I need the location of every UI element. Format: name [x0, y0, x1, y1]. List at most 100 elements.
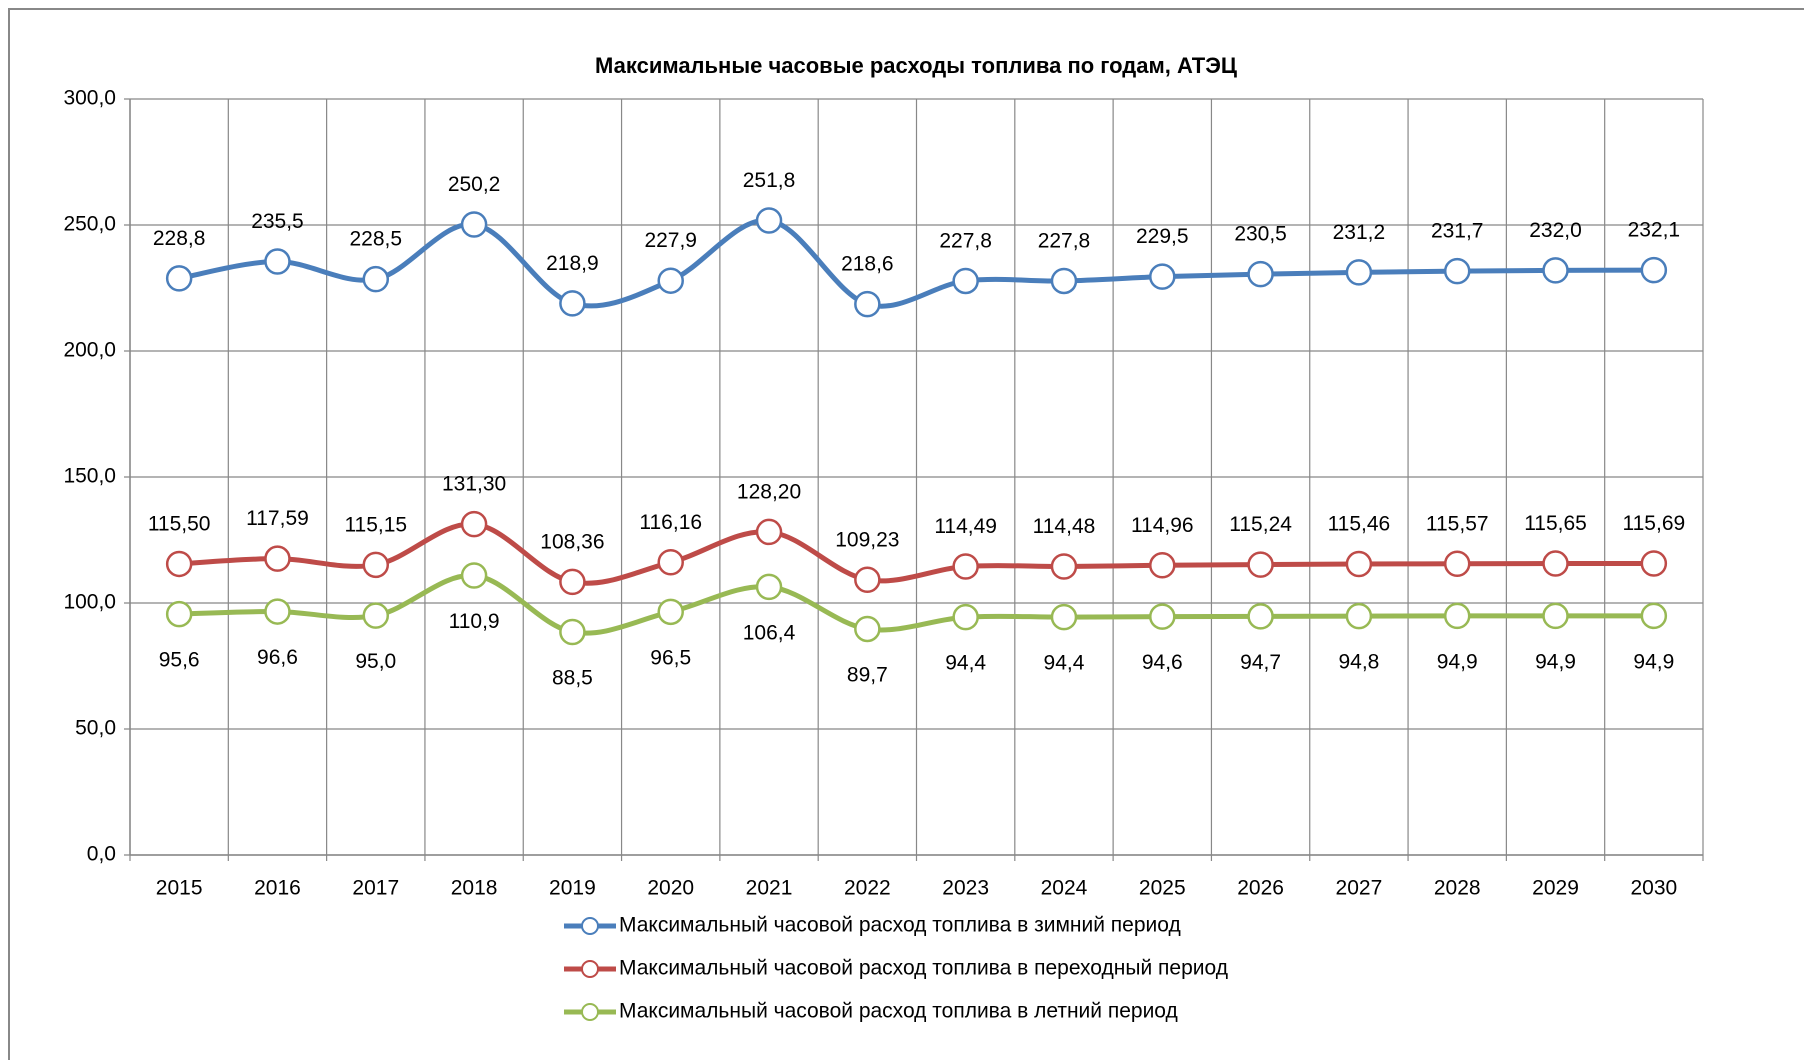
data-label: 228,8 — [153, 227, 206, 250]
marker — [1542, 257, 1569, 284]
data-label: 94,4 — [1044, 652, 1085, 675]
data-label: 231,7 — [1431, 220, 1484, 243]
legend-marker — [581, 1003, 599, 1021]
marker — [1247, 260, 1274, 288]
x-tick-label: 2021 — [746, 877, 793, 900]
marker — [1345, 259, 1373, 286]
marker — [1640, 256, 1668, 284]
data-label: 250,2 — [448, 173, 501, 196]
marker — [460, 211, 488, 238]
data-label: 114,48 — [1033, 515, 1096, 538]
marker — [657, 549, 684, 576]
x-tick-label: 2025 — [1139, 877, 1186, 900]
data-label: 251,8 — [743, 169, 796, 192]
marker — [264, 545, 291, 572]
marker — [755, 518, 783, 546]
data-label: 96,6 — [257, 646, 298, 669]
data-label: 114,49 — [934, 515, 997, 538]
data-label: 94,8 — [1338, 651, 1379, 674]
marker — [362, 265, 390, 293]
data-label: 235,5 — [251, 210, 304, 233]
y-tick-label: 100,0 — [63, 591, 116, 614]
chart-border — [8, 8, 1804, 1060]
marker — [1247, 551, 1274, 578]
marker — [1050, 267, 1078, 295]
x-tick-label: 2023 — [942, 877, 989, 900]
marker — [1247, 603, 1274, 630]
marker — [1443, 257, 1471, 285]
marker — [1345, 602, 1373, 630]
marker — [1443, 550, 1471, 578]
y-tick-label: 0,0 — [87, 843, 116, 866]
marker — [460, 562, 488, 589]
data-label: 218,6 — [841, 253, 894, 276]
marker — [460, 510, 488, 538]
y-tick-label: 300,0 — [63, 87, 116, 110]
data-label: 106,4 — [743, 621, 796, 644]
marker — [559, 290, 586, 317]
x-tick-label: 2030 — [1630, 877, 1677, 900]
marker — [1640, 550, 1668, 577]
marker — [264, 248, 291, 275]
data-label: 231,2 — [1333, 221, 1386, 244]
data-label: 96,5 — [650, 646, 691, 669]
marker — [1050, 553, 1078, 580]
data-label: 115,65 — [1524, 512, 1587, 535]
marker — [165, 550, 193, 578]
marker — [755, 207, 783, 234]
data-label: 95,6 — [159, 649, 200, 672]
data-label: 94,9 — [1535, 650, 1576, 673]
data-label: 115,57 — [1426, 512, 1489, 535]
data-label: 94,7 — [1240, 651, 1281, 674]
y-tick-label: 50,0 — [75, 717, 116, 740]
marker — [854, 290, 881, 318]
y-tick-label: 250,0 — [63, 213, 116, 236]
marker — [755, 573, 783, 601]
data-label: 227,9 — [644, 229, 697, 252]
marker — [952, 267, 979, 295]
legend-label: Максимальный часовой расход топлива в пе… — [619, 957, 1228, 980]
x-tick-label: 2028 — [1434, 877, 1481, 900]
marker — [559, 568, 586, 596]
data-label: 232,0 — [1529, 219, 1582, 242]
data-label: 110,9 — [449, 610, 500, 633]
x-tick-label: 2024 — [1041, 877, 1088, 900]
x-tick-label: 2029 — [1532, 877, 1579, 900]
data-label: 94,4 — [945, 652, 986, 675]
data-label: 94,9 — [1633, 650, 1674, 673]
marker — [559, 618, 586, 646]
series-line — [179, 573, 1654, 636]
data-label: 109,23 — [835, 528, 899, 551]
data-label: 227,8 — [1038, 229, 1091, 252]
data-label: 108,36 — [540, 530, 604, 553]
data-label: 228,5 — [350, 228, 403, 251]
marker — [1149, 263, 1176, 290]
x-tick-label: 2027 — [1336, 877, 1383, 900]
data-label: 115,15 — [344, 513, 407, 536]
data-label: 89,7 — [847, 664, 888, 687]
legend-marker — [581, 960, 599, 978]
marker — [952, 553, 979, 580]
data-label: 88,5 — [552, 667, 593, 690]
y-tick-label: 200,0 — [63, 339, 116, 362]
data-label: 95,0 — [355, 650, 396, 673]
marker — [1050, 603, 1078, 631]
marker — [1640, 602, 1668, 630]
marker — [362, 602, 390, 629]
data-label: 115,24 — [1229, 513, 1292, 536]
legend-label: Максимальный часовой расход топлива в зи… — [619, 914, 1181, 937]
data-label: 94,6 — [1142, 651, 1183, 674]
data-label: 115,50 — [148, 512, 211, 535]
marker — [362, 551, 390, 579]
y-tick-label: 150,0 — [63, 465, 116, 488]
data-label: 229,5 — [1136, 225, 1189, 248]
chart-title: Максимальные часовые расходы топлива по … — [595, 53, 1237, 78]
data-label: 218,9 — [546, 252, 599, 275]
marker — [854, 566, 881, 593]
data-label: 230,5 — [1234, 223, 1287, 246]
data-label: 116,16 — [639, 511, 702, 534]
marker — [165, 265, 193, 292]
marker — [1149, 552, 1176, 579]
data-label: 117,59 — [246, 507, 309, 530]
